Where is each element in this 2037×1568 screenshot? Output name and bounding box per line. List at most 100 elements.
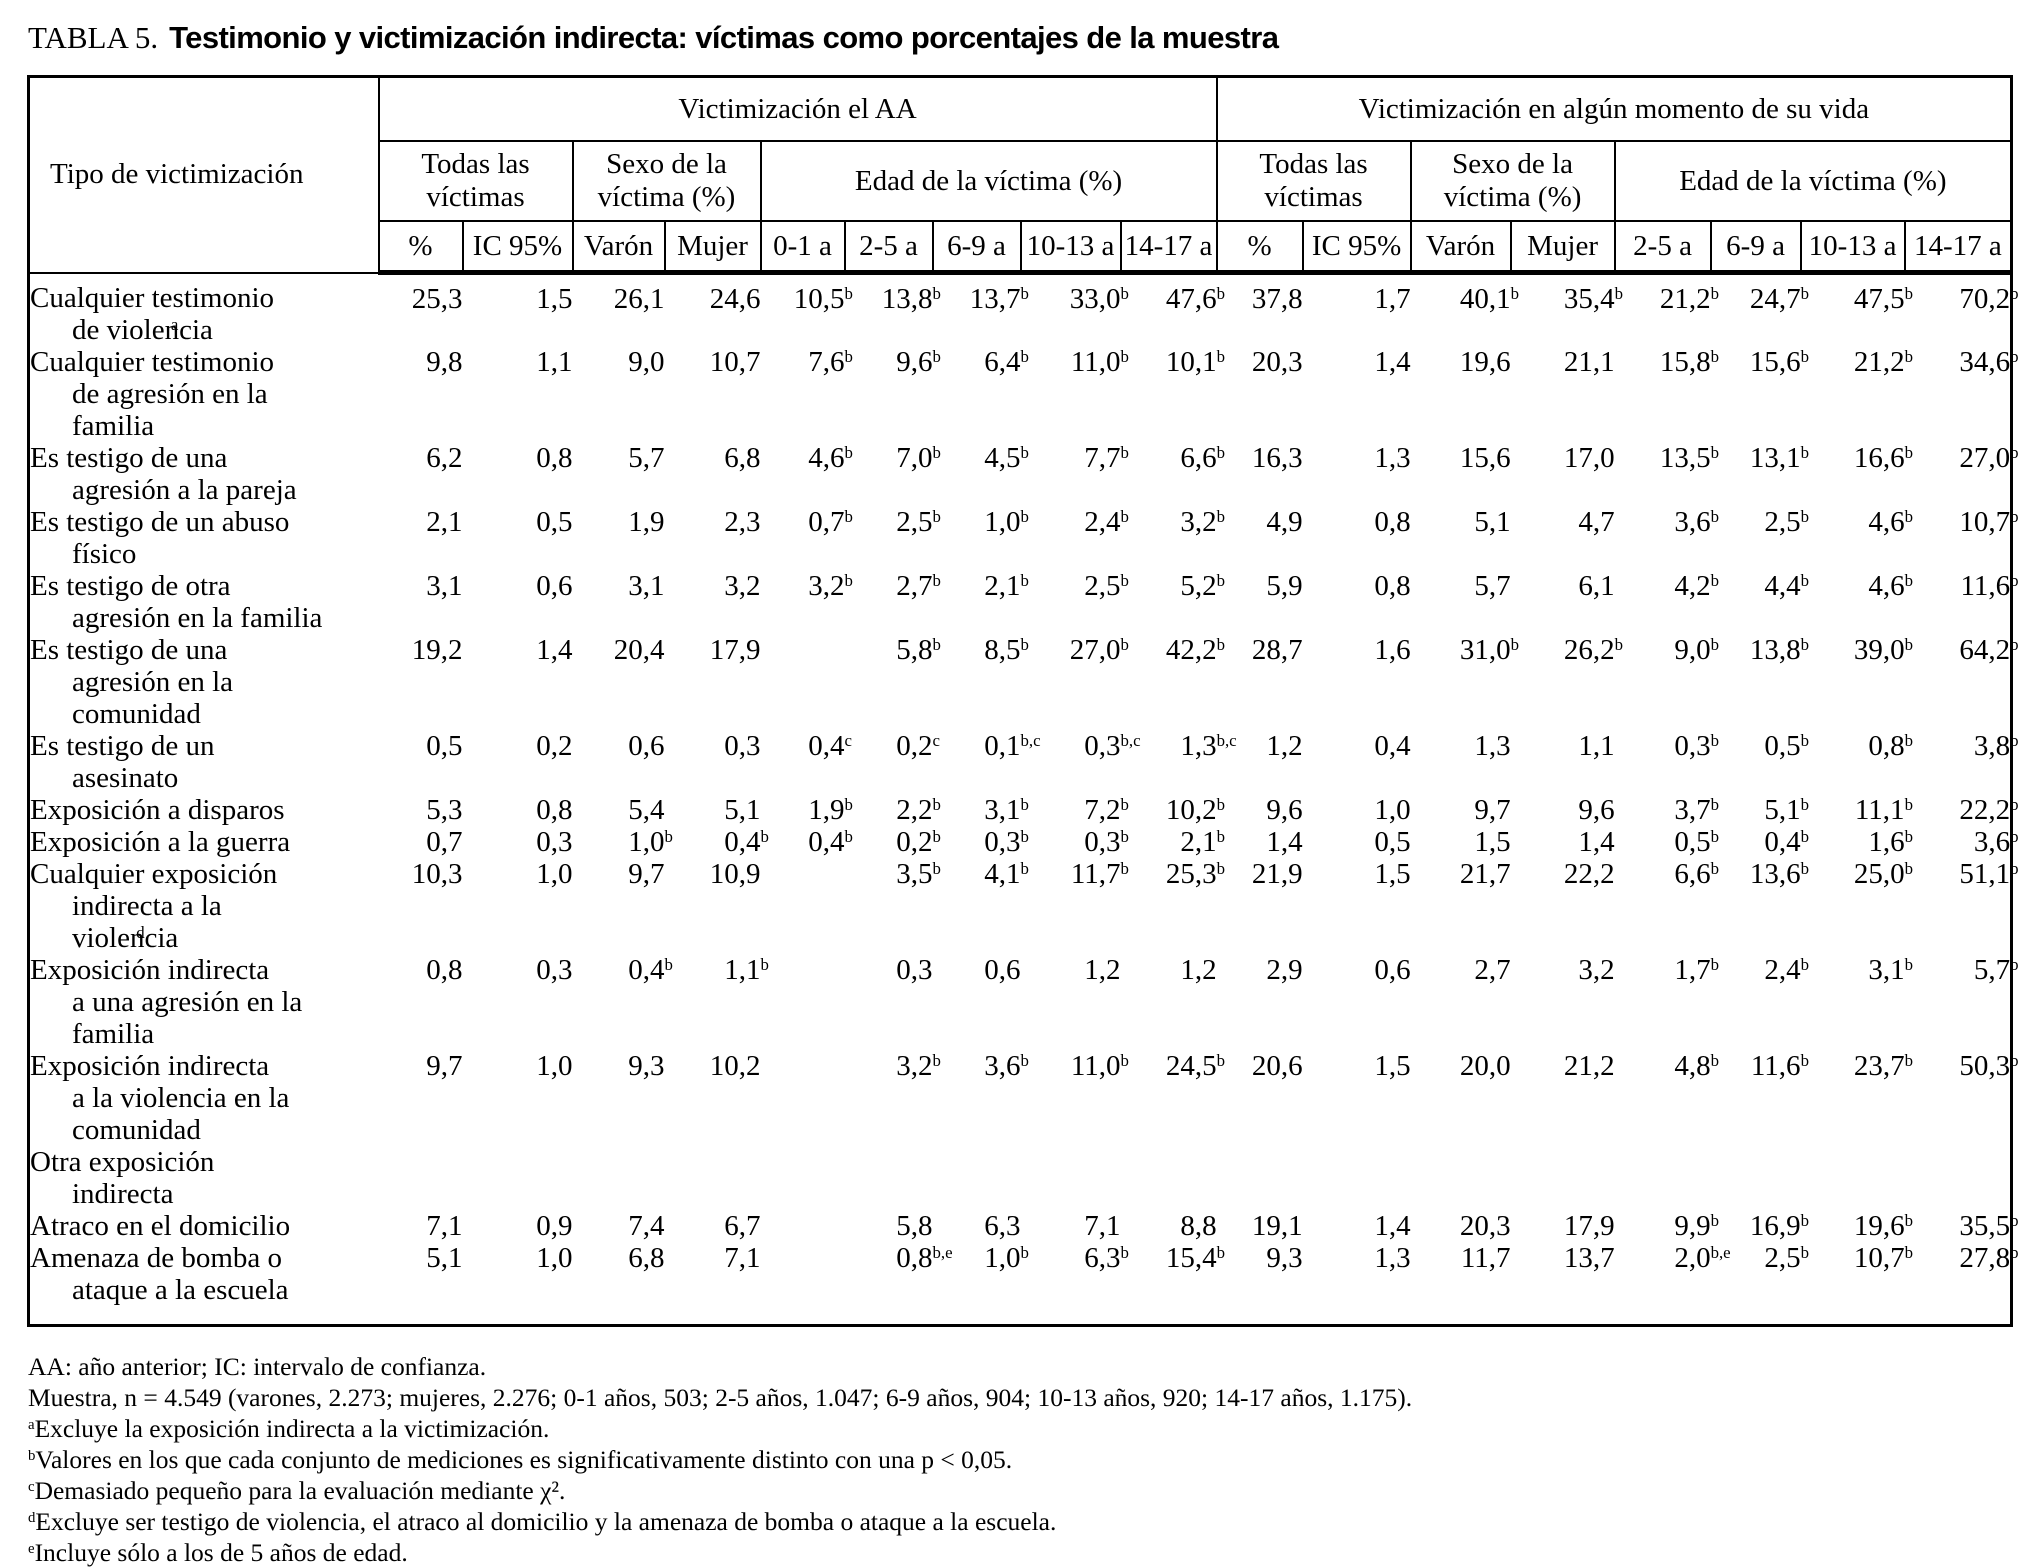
value-cell [1217, 1146, 1303, 1210]
row-label: Atraco en el domicilio [30, 1209, 291, 1242]
value-cell: 10,5b [793, 283, 853, 315]
value-cell: 7,6b [808, 345, 853, 378]
value-cell: 7,0b [896, 441, 941, 474]
value-cell: 9,7 [628, 857, 665, 890]
value-cell: 0,4b [724, 825, 769, 858]
value-cell: 2,5b [1084, 569, 1129, 602]
value-cell: 0,9 [536, 1209, 573, 1242]
value-cell: 47,6b [1165, 283, 1225, 315]
value-cell: 15,4b [1165, 1241, 1225, 1274]
value-cell: 5,4 [628, 793, 665, 826]
column-header: Varón [1409, 220, 1512, 275]
value-cell: 0,7 [426, 825, 463, 858]
value-cell: 7,7b [1084, 441, 1129, 474]
value-cell: 10,1b [1165, 345, 1225, 378]
value-cell [933, 1146, 1021, 1210]
value-cell: 2,2b [896, 793, 941, 826]
value-cell: 1,3 [1474, 729, 1511, 762]
value-cell: 3,1 [628, 569, 665, 602]
value-cell [761, 1050, 845, 1146]
value-cell: 0,3 [536, 953, 573, 986]
value-cell [1511, 1146, 1615, 1210]
value-cell: 2,1b [984, 569, 1029, 602]
value-cell: 13,8b [1749, 633, 1809, 666]
value-cell: 11,6b [1750, 1049, 1809, 1082]
value-cell [1711, 1146, 1801, 1210]
value-cell: 0,4 [1374, 729, 1411, 762]
value-cell: 1,3b,c [1180, 729, 1237, 762]
value-cell: 37,8 [1251, 283, 1303, 315]
value-cell: 11,6b [1960, 569, 2019, 602]
value-cell: 5,7 [1474, 569, 1511, 602]
value-cell: 6,2 [426, 441, 463, 474]
column-header: 2-5 a [843, 220, 934, 275]
value-cell: 9,8 [426, 345, 463, 378]
value-cell: 5,9 [1266, 569, 1303, 602]
value-cell: 1,4 [1266, 825, 1303, 858]
value-cell [761, 954, 845, 1050]
value-cell: 0,6 [536, 569, 573, 602]
column-header: % [377, 220, 464, 275]
value-cell: 9,7 [1474, 793, 1511, 826]
value-cell: 0,3 [536, 825, 573, 858]
table-row: Es testigo de una agresión a la pareja 6,… [29, 441, 2019, 506]
value-cell: 13,7 [1563, 1241, 1615, 1274]
value-cell: 3,1b [984, 793, 1029, 826]
value-cell: 0,6 [1374, 953, 1411, 986]
value-cell: 3,2b [896, 1049, 941, 1082]
column-header: 6-9 a [931, 220, 1022, 275]
value-cell: 4,6b [1868, 505, 1913, 538]
value-cell: 5,1 [724, 793, 761, 826]
subgroup-header: Edad de la víctima (%) [759, 140, 1218, 222]
value-cell: 16,3 [1251, 441, 1303, 474]
value-cell: 5,1 [1474, 505, 1511, 538]
value-cell: 4,6b [1868, 569, 1913, 602]
value-cell: 20,3 [1251, 345, 1303, 378]
row-label: Cualquier testimonio de violenciaa [30, 281, 275, 346]
value-cell: 17,9 [709, 633, 761, 666]
value-cell: 3,8b [1973, 729, 2019, 762]
value-cell: 9,6 [1266, 793, 1303, 826]
value-cell: 13,7b [969, 283, 1029, 315]
footnote-line: cDemasiado pequeño para la evaluación me… [28, 1475, 566, 1505]
value-cell: 11,0b [1070, 1049, 1129, 1082]
value-cell: 5,7 [628, 441, 665, 474]
value-cell: 19,6 [1459, 345, 1511, 378]
row-label: Es testigo de un abuso físico [30, 505, 290, 570]
value-cell: 0,5b [1674, 825, 1719, 858]
value-cell: 10,9 [709, 857, 761, 890]
value-cell: 0,8 [536, 441, 573, 474]
value-cell: 1,4 [1374, 1209, 1411, 1242]
value-cell: 9,7 [426, 1049, 463, 1082]
value-cell: 8,5b [984, 633, 1029, 666]
value-cell: 9,3 [628, 1049, 665, 1082]
value-cell: 1,0b [628, 825, 673, 858]
value-cell [379, 1146, 463, 1210]
value-cell: 21,7 [1459, 857, 1511, 890]
value-cell: 1,5 [1374, 857, 1411, 890]
table-row: Cualquier testimonio de violenciaa 25,3 1,… [29, 273, 2019, 346]
value-cell: 9,9b [1674, 1209, 1719, 1242]
value-cell [1905, 1146, 2012, 1210]
value-cell [1615, 1146, 1711, 1210]
value-cell: 9,3 [1266, 1241, 1303, 1274]
value-cell: 1,9 [628, 505, 665, 538]
value-cell: 0,1b,c [984, 729, 1041, 762]
subgroup-header: Sexo de la víctima (%) [1409, 140, 1616, 222]
value-cell: 0,8b,e [896, 1241, 953, 1274]
value-cell: 7,1 [426, 1209, 463, 1242]
value-cell: 11,7b [1070, 857, 1129, 890]
column-header: 2-5 a [1613, 220, 1712, 275]
value-cell: 3,6b [1674, 505, 1719, 538]
value-cell: 24,5b [1165, 1049, 1225, 1082]
value-cell: 3,2b [808, 569, 853, 602]
value-cell: 13,5b [1659, 441, 1719, 474]
value-cell: 8,8 [1180, 1209, 1217, 1242]
value-cell: 0,5 [426, 729, 463, 762]
table-row: Exposición indirecta a una agresión en l… [29, 953, 2019, 1050]
value-cell: 24,7b [1749, 283, 1809, 315]
victimization-table: Tipo de victimización Victimización el AA… [27, 75, 2019, 1327]
value-cell: 1,0 [536, 857, 573, 890]
value-cell: 0,2 [536, 729, 573, 762]
footnote-line: dExcluye ser testigo de violencia, el at… [28, 1506, 1057, 1536]
